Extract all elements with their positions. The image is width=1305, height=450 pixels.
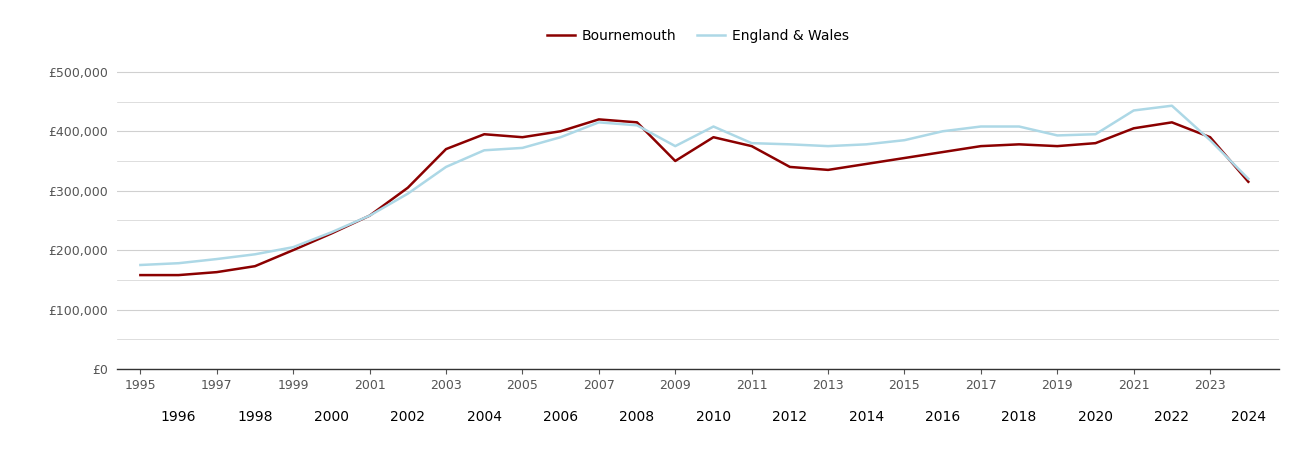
- England & Wales: [667, 144, 683, 149]
- England & Wales: [476, 148, 492, 153]
- Bournemouth: [706, 135, 722, 140]
- England & Wales: [171, 261, 187, 266]
- Bournemouth: [629, 120, 645, 125]
- Bournemouth: [514, 135, 530, 140]
- Line: England & Wales: England & Wales: [141, 106, 1249, 265]
- Bournemouth: [591, 117, 607, 122]
- England & Wales: [361, 213, 377, 218]
- England & Wales: [821, 144, 837, 149]
- England & Wales: [133, 262, 149, 268]
- Bournemouth: [438, 146, 454, 152]
- England & Wales: [744, 140, 760, 146]
- Bournemouth: [324, 231, 339, 236]
- England & Wales: [629, 122, 645, 128]
- Legend: Bournemouth, England & Wales: Bournemouth, England & Wales: [542, 23, 855, 48]
- Bournemouth: [399, 185, 415, 190]
- England & Wales: [1241, 176, 1257, 181]
- Bournemouth: [133, 272, 149, 278]
- Bournemouth: [1164, 120, 1180, 125]
- England & Wales: [247, 252, 262, 257]
- Bournemouth: [476, 131, 492, 137]
- Bournemouth: [553, 129, 569, 134]
- England & Wales: [324, 230, 339, 235]
- England & Wales: [706, 124, 722, 129]
- England & Wales: [286, 244, 301, 250]
- Bournemouth: [286, 248, 301, 253]
- England & Wales: [438, 164, 454, 170]
- Bournemouth: [361, 213, 377, 218]
- Bournemouth: [171, 272, 187, 278]
- England & Wales: [514, 145, 530, 151]
- Bournemouth: [1202, 135, 1218, 140]
- England & Wales: [1087, 131, 1103, 137]
- Bournemouth: [974, 144, 989, 149]
- Bournemouth: [1126, 126, 1142, 131]
- Bournemouth: [1049, 144, 1065, 149]
- England & Wales: [591, 120, 607, 125]
- England & Wales: [782, 142, 797, 147]
- Bournemouth: [782, 164, 797, 170]
- Bournemouth: [934, 149, 950, 155]
- England & Wales: [934, 129, 950, 134]
- England & Wales: [553, 135, 569, 140]
- Line: Bournemouth: Bournemouth: [141, 119, 1249, 275]
- Bournemouth: [1087, 140, 1103, 146]
- England & Wales: [1049, 133, 1065, 138]
- Bournemouth: [897, 155, 912, 161]
- England & Wales: [399, 191, 415, 196]
- Bournemouth: [1241, 179, 1257, 184]
- England & Wales: [1164, 103, 1180, 108]
- Bournemouth: [1011, 142, 1027, 147]
- England & Wales: [1011, 124, 1027, 129]
- England & Wales: [1202, 138, 1218, 143]
- England & Wales: [859, 142, 874, 147]
- England & Wales: [1126, 108, 1142, 113]
- Bournemouth: [859, 161, 874, 166]
- England & Wales: [974, 124, 989, 129]
- England & Wales: [897, 138, 912, 143]
- Bournemouth: [209, 270, 224, 275]
- Bournemouth: [821, 167, 837, 173]
- Bournemouth: [247, 264, 262, 269]
- England & Wales: [209, 256, 224, 262]
- Bournemouth: [667, 158, 683, 164]
- Bournemouth: [744, 144, 760, 149]
